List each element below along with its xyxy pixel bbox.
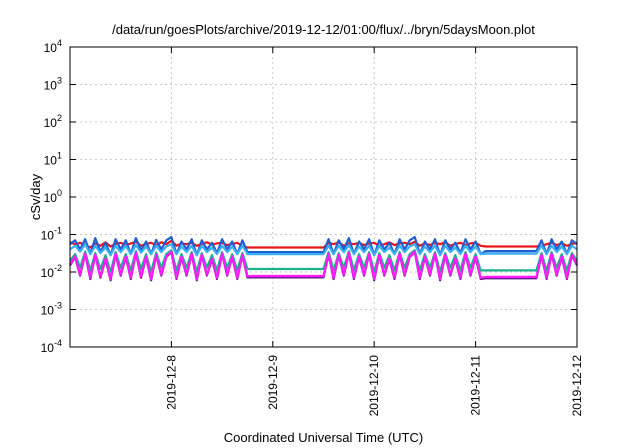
x-tick-label: 2019-12-11 [469,355,483,416]
y-tick-label: 10-2 [41,263,62,280]
y-tick-label: 101 [44,151,62,168]
y-tick-label: 10-3 [41,301,62,318]
series-group [69,236,578,282]
y-tick-label: 10-4 [41,338,62,355]
x-tick-label: 2019-12-10 [367,355,381,417]
grid [70,47,577,347]
y-tick-label: 104 [44,38,62,55]
x-ticks: 2019-12-8 2019-12-9 2019-12-10 2019-12-11 20… [164,47,584,416]
x-tick-label: 2019-12-9 [266,355,280,410]
series-line-6 [69,250,578,281]
x-tick-label: 2019-12-12 [570,355,584,417]
x-axis-label: Coordinated Universal Time (UTC) [224,430,423,445]
chart-title: /data/run/goesPlots/archive/2019-12-12/0… [112,22,535,37]
y-ticks: 10-4 10-3 10-2 10-1 100 101 102 103 104 [41,38,577,355]
series-line-3 [69,243,578,257]
x-tick-label: 2019-12-8 [164,355,178,410]
y-tick-label: 102 [44,113,62,130]
y-tick-label: 103 [44,76,62,93]
y-tick-label: 10-1 [41,226,62,243]
y-tick-label: 100 [44,188,62,205]
plot-frame [69,46,578,348]
y-axis-label: cSv/day [28,173,43,220]
